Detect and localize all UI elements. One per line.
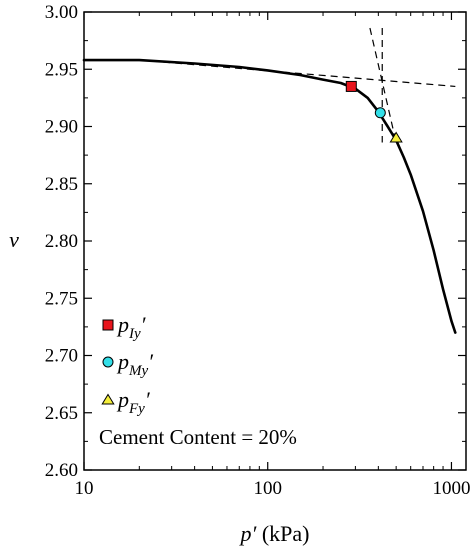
legend-label-fy: pFy′ <box>116 387 151 417</box>
y-tick-label: 2.65 <box>45 403 78 424</box>
marker-fy <box>389 131 403 143</box>
y-tick-label: 2.80 <box>45 231 78 252</box>
x-axis-title: p′ (kPa) <box>239 521 310 546</box>
y-tick-label: 2.90 <box>45 117 78 138</box>
legend-symbol-my <box>102 356 114 368</box>
compression-curve <box>82 58 457 334</box>
marker-iy <box>345 80 357 92</box>
axes: 2.60 2.65 2.70 2.75 2.80 2.85 2.90 2.95 3.00 10 10… <box>45 2 471 499</box>
legend-symbol-fy <box>101 393 115 405</box>
x-tick-label: 10 <box>75 478 94 499</box>
y-tick-label: 2.85 <box>45 174 78 195</box>
legend-label-my: pMy′ <box>116 349 154 379</box>
legend-label-iy: pIy′ <box>116 312 147 342</box>
y-tick-label: 2.70 <box>45 346 78 367</box>
y-tick-label: 2.60 <box>45 460 78 481</box>
y-tick-label: 2.95 <box>45 59 78 80</box>
legend-symbol-iy <box>102 319 114 331</box>
y-tick-label: 2.75 <box>45 288 78 309</box>
x-tick-label: 1000 <box>432 478 470 499</box>
curve-layer <box>82 27 457 334</box>
marker-layer <box>345 80 403 143</box>
annotation: Cement Content = 20% <box>99 425 297 449</box>
legend: pIy′ pMy′ pFy′ <box>101 312 154 417</box>
marker-my <box>374 107 386 119</box>
x-tick-label: 100 <box>253 478 282 499</box>
y-tick-label: 3.00 <box>45 2 78 23</box>
guide-line <box>369 27 397 143</box>
y-axis-title: ν <box>9 227 19 252</box>
